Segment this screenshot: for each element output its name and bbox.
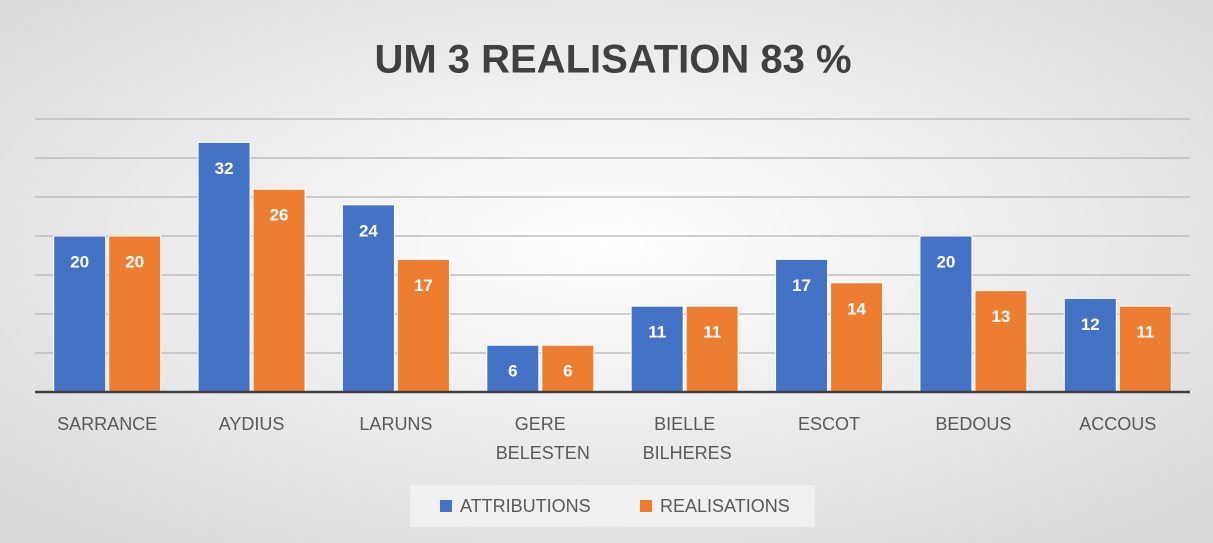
label-line: BELESTEN [491,443,590,463]
label-line: BIELLE [654,414,715,434]
bar [108,235,162,393]
data-label: 11 [1136,323,1154,342]
x-tick-label: GERE BELESTEN [491,414,590,463]
bar [197,141,251,393]
data-label: 32 [215,159,234,178]
x-tick-label: LARUNS [359,414,432,434]
data-label: 6 [563,362,572,381]
bar [486,344,540,393]
bar [541,344,595,393]
data-label: 17 [414,276,433,295]
bar [53,235,107,393]
bar [396,258,450,393]
legend-label: ATTRIBUTIONS [460,496,591,516]
data-label: 11 [703,323,721,342]
label-line: GERE [515,414,566,434]
bar [341,204,395,393]
data-label: 6 [508,362,517,381]
data-label: 24 [359,221,378,240]
legend-box [410,485,815,527]
x-tick-label: ESCOT [798,414,860,434]
data-label: 14 [847,299,866,318]
legend-swatch [640,500,652,512]
chart-title: UM 3 REALISATION 83 % [374,38,851,82]
data-label: 17 [792,276,811,295]
data-label: 12 [1081,315,1100,334]
bar [830,282,884,393]
bar [775,258,829,393]
legend-swatch [440,500,452,512]
bar [919,235,973,393]
x-tick-label: ACCOUS [1079,414,1156,434]
data-label: 20 [70,252,89,271]
bar [974,290,1028,393]
data-label: 13 [991,307,1010,326]
x-tick-label: AYDIUS [219,414,285,434]
x-tick-label: SARRANCE [57,414,157,434]
data-label: 26 [270,206,289,225]
bar [685,305,739,393]
label-line: BILHERES [638,443,732,463]
x-tick-label: BIELLE BILHERES [638,414,732,463]
bar [1118,305,1172,393]
bar [630,305,684,393]
bar [1063,297,1117,393]
bar [252,188,306,393]
data-label: 20 [936,252,955,271]
legend-label: REALISATIONS [660,496,790,516]
data-label: 20 [125,252,144,271]
data-label: 11 [648,323,666,342]
x-tick-label: BEDOUS [935,414,1011,434]
